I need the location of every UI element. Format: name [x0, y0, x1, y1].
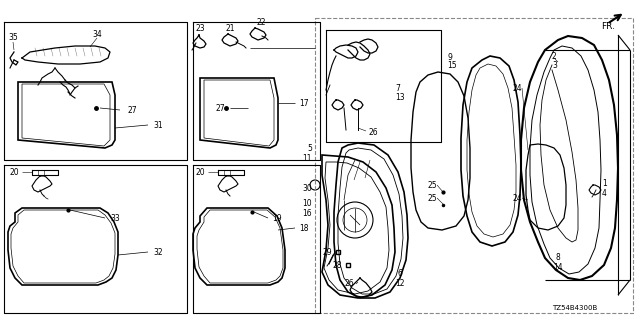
Text: 20: 20	[195, 167, 205, 177]
Text: 19: 19	[272, 213, 282, 222]
Text: 24: 24	[513, 194, 522, 203]
Text: 26: 26	[344, 279, 354, 289]
Text: FR.: FR.	[601, 21, 615, 30]
Text: 20: 20	[9, 167, 19, 177]
Text: 18: 18	[299, 223, 308, 233]
Text: 30: 30	[302, 183, 312, 193]
Text: 1: 1	[602, 179, 607, 188]
Text: 24: 24	[513, 84, 522, 92]
Text: 27: 27	[127, 106, 136, 115]
Text: 23: 23	[195, 23, 205, 33]
Text: 11: 11	[303, 154, 312, 163]
Text: 13: 13	[395, 92, 404, 101]
Text: 4: 4	[602, 188, 607, 197]
Text: 27: 27	[216, 103, 225, 113]
Text: 3: 3	[552, 60, 557, 69]
Text: 10: 10	[302, 198, 312, 207]
Text: 7: 7	[395, 84, 400, 92]
Text: 8: 8	[556, 253, 561, 262]
Text: 29: 29	[323, 247, 332, 257]
Text: 14: 14	[553, 263, 563, 273]
Text: 6: 6	[397, 268, 403, 277]
Text: 16: 16	[302, 209, 312, 218]
Text: 5: 5	[307, 143, 312, 153]
Text: 28: 28	[333, 260, 342, 269]
Text: 9: 9	[447, 52, 452, 61]
Text: 22: 22	[256, 18, 266, 27]
Text: 35: 35	[8, 33, 18, 42]
Text: 25: 25	[428, 180, 437, 189]
Text: 15: 15	[447, 60, 456, 69]
Text: 21: 21	[225, 23, 235, 33]
Text: 25: 25	[428, 194, 437, 203]
Text: 32: 32	[153, 247, 163, 257]
Text: 31: 31	[153, 121, 163, 130]
Text: 33: 33	[110, 213, 120, 222]
Text: 2: 2	[552, 52, 557, 60]
Text: TZ54B4300B: TZ54B4300B	[552, 305, 597, 311]
Text: 12: 12	[396, 278, 404, 287]
Text: 17: 17	[299, 99, 308, 108]
Text: 34: 34	[92, 29, 102, 38]
Text: 26: 26	[368, 127, 378, 137]
